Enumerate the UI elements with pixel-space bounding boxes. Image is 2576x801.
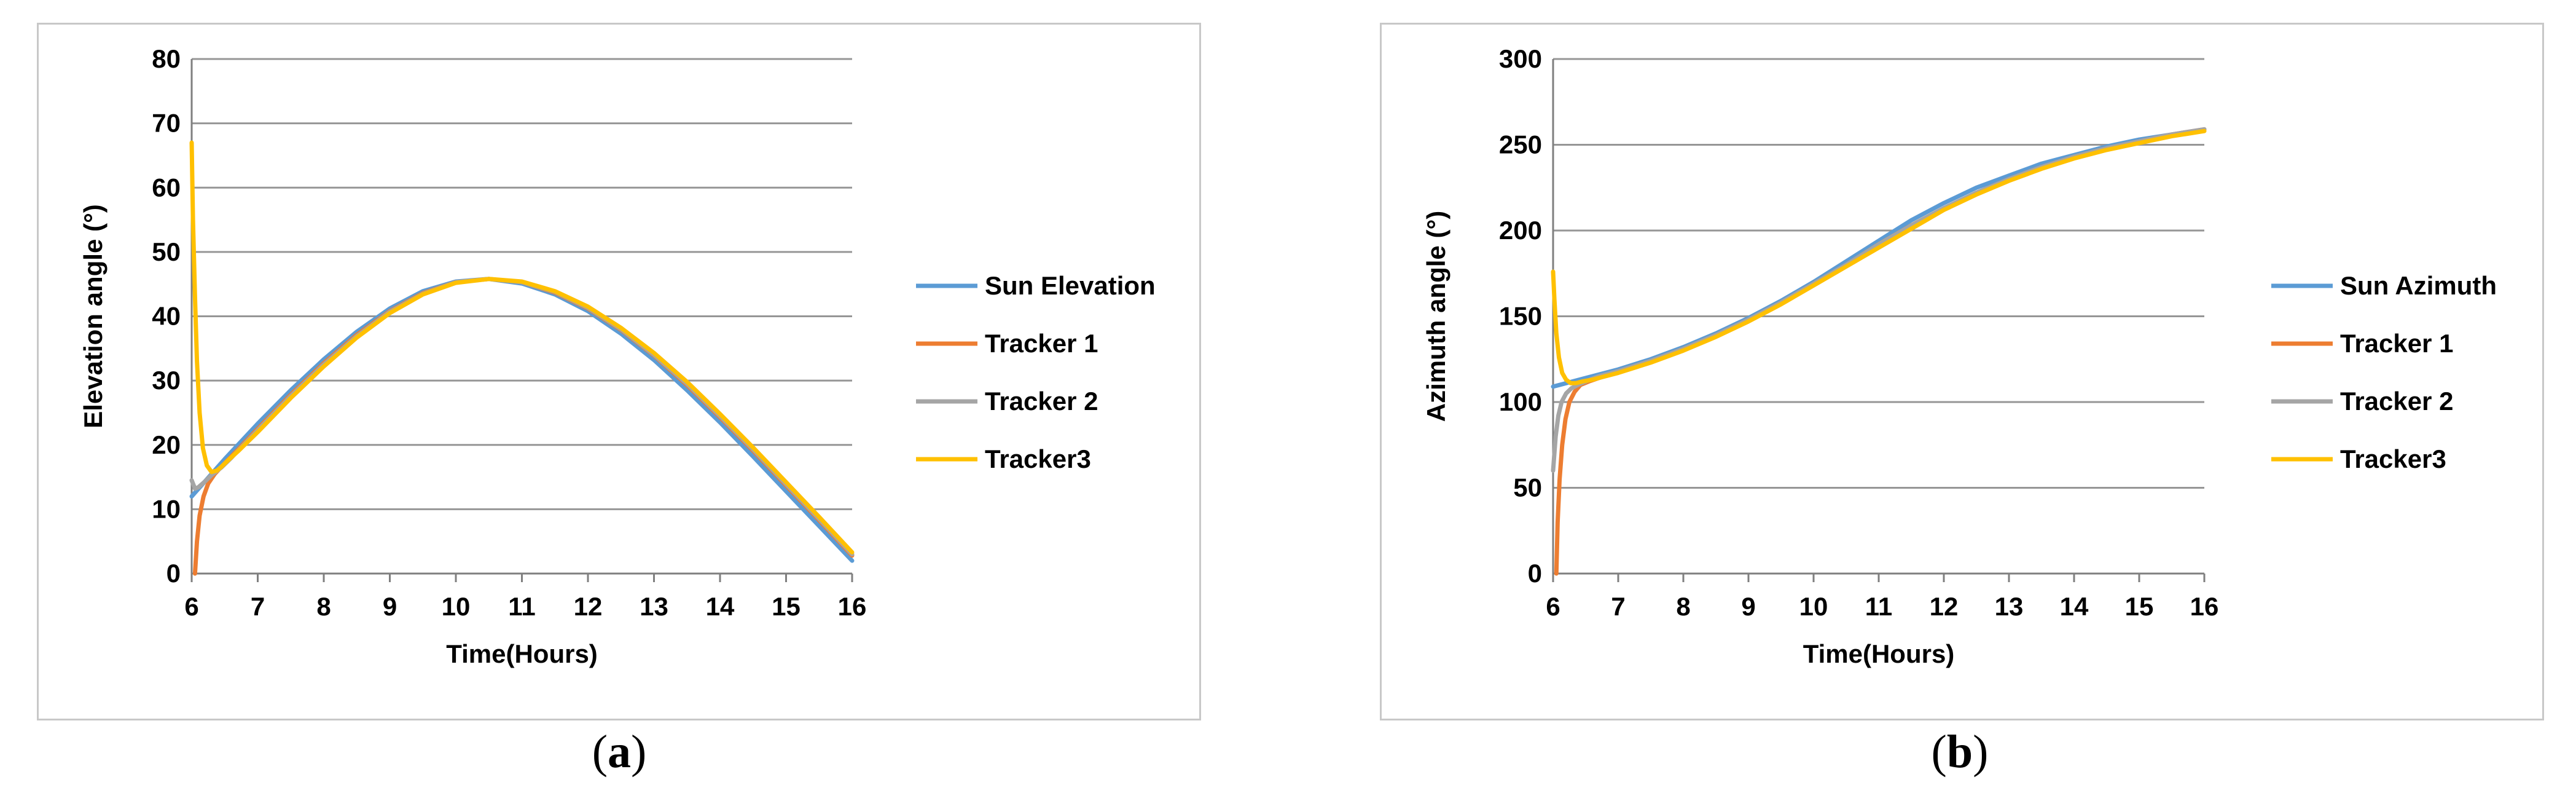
chart-a-y-tick-label: 10: [152, 494, 181, 523]
chart-a-legend-label: Tracker 1: [985, 329, 1098, 358]
chart-a-x-tick-label: 12: [574, 592, 603, 621]
caption-a-label: a: [608, 726, 631, 778]
chart-a-x-tick-label: 8: [316, 592, 331, 621]
chart-a-series-line-0: [189, 277, 855, 563]
chart-b-x-tick-label: 9: [1741, 592, 1755, 621]
chart-b-x-tick-label: 8: [1676, 592, 1690, 621]
caption-b-label: b: [1946, 726, 1973, 778]
chart-b-legend-label: Tracker 1: [2340, 329, 2454, 358]
chart-b-frame: 0 50 100 150 200 250 300 6 7 8 9 10 11 12 13 14 15 16 Time…: [1380, 23, 2544, 720]
chart-a-y-tick-label: 70: [152, 109, 181, 138]
chart-b-legend-label: Tracker3: [2340, 444, 2446, 473]
chart-b-x-tick-label: 6: [1546, 592, 1560, 621]
chart-a-frame: 0 10 20 30 40 50 60 70 80 6 7 8 9 10 11 12 13 14 15 16 Time(…: [37, 23, 1201, 720]
chart-a-x-tick-label: 7: [251, 592, 265, 621]
chart-a-x-tick-label: 13: [640, 592, 668, 621]
chart-b-x-tick-label: 13: [1995, 592, 2024, 621]
chart-b-series-line-1: [1554, 127, 2207, 576]
chart-b-y-tick-label: 300: [1499, 44, 1542, 73]
chart-b-x-tick-label: 14: [2060, 592, 2089, 621]
chart-b-legend-label: Sun Azimuth: [2340, 271, 2497, 300]
chart-b-x-tick-label: 16: [2190, 592, 2219, 621]
chart-b-x-tick-label: 15: [2125, 592, 2154, 621]
chart-b-x-tick-label: 10: [1799, 592, 1828, 621]
chart-a-y-tick-label: 80: [152, 44, 181, 73]
chart-a-legend-label: Tracker3: [985, 444, 1091, 473]
caption-b: (b): [1931, 726, 1989, 778]
chart-a-x-axis-title: Time(Hours): [446, 639, 598, 668]
chart-b-y-tick-label: 100: [1499, 387, 1542, 416]
chart-b-series-line-2: [1551, 127, 2207, 473]
chart-b-x-axis-title: Time(Hours): [1803, 639, 1955, 668]
caption-a: (a): [592, 726, 647, 778]
chart-b-series-line-3: [1551, 128, 2207, 385]
chart-a-x-tick-label: 11: [508, 592, 535, 621]
chart-a-y-tick-label: 50: [152, 237, 181, 266]
chart-b-y-tick-label: 200: [1499, 216, 1542, 245]
chart-a-y-tick-label: 20: [152, 430, 181, 459]
chart-a-x-tick-label: 6: [184, 592, 198, 621]
chart-b-y-axis-title: Azimuth angle (°): [1422, 211, 1450, 422]
chart-b-x-tick-label: 12: [1930, 592, 1959, 621]
chart-b-y-tick-label: 250: [1499, 130, 1542, 159]
chart-a-y-tick-label: 0: [166, 559, 181, 588]
chart-a-y-tick-label: 40: [152, 302, 181, 331]
chart-a-y-tick-label: 30: [152, 366, 181, 395]
chart-b-y-tick-label: 0: [1528, 559, 1542, 588]
chart-a-legend-label: Tracker 2: [985, 387, 1098, 416]
chart-b-x-tick-label: 11: [1865, 592, 1892, 621]
chart-a-x-tick-label: 10: [442, 592, 471, 621]
chart-a-y-axis-title: Elevation angle (°): [79, 204, 108, 428]
chart-a-series-line-3: [189, 140, 855, 554]
chart-b-svg: 0 50 100 150 200 250 300 6 7 8 9 10 11 12 13 14 15 16 Time…: [1422, 44, 2497, 668]
chart-a-x-tick-label: 9: [383, 592, 397, 621]
chart-a-series-line-1: [192, 277, 855, 576]
chart-a-x-tick-label: 15: [772, 592, 801, 621]
chart-a-series-line-2: [189, 277, 855, 557]
chart-a-y-tick-label: 60: [152, 173, 181, 202]
chart-b-y-tick-label: 50: [1513, 473, 1542, 502]
chart-a-x-tick-label: 16: [838, 592, 867, 621]
chart-a-svg: 0 10 20 30 40 50 60 70 80 6 7 8 9 10 11 12 13 14 15 16 Time(…: [79, 44, 1156, 668]
chart-b-x-tick-label: 7: [1611, 592, 1625, 621]
chart-b-legend-label: Tracker 2: [2340, 387, 2454, 416]
chart-a-legend-label: Sun Elevation: [985, 271, 1156, 300]
chart-b-y-tick-label: 150: [1499, 302, 1542, 331]
chart-b-series-line-0: [1551, 127, 2207, 389]
chart-a-x-tick-label: 14: [706, 592, 735, 621]
